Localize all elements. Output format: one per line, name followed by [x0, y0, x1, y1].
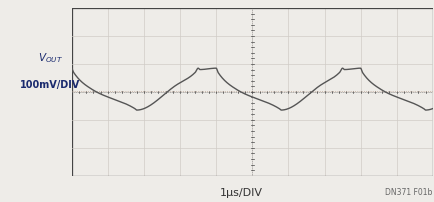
Text: 1μs/DIV: 1μs/DIV: [220, 187, 263, 198]
Text: DN371 F01b: DN371 F01b: [385, 188, 432, 197]
Text: 100mV/DIV: 100mV/DIV: [20, 80, 80, 90]
Text: $V_{OUT}$: $V_{OUT}$: [37, 52, 62, 65]
